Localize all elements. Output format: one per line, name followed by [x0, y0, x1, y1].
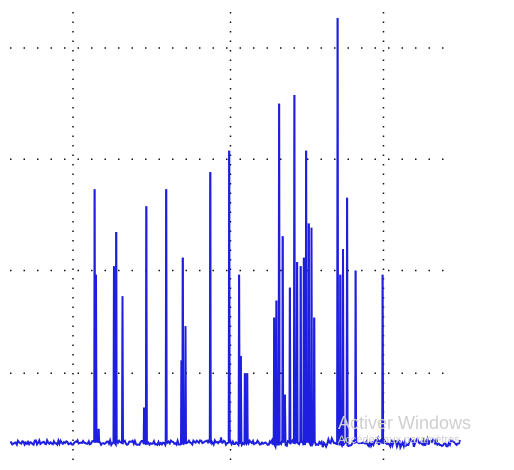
- watermark-title: Activer Windows: [338, 413, 472, 433]
- watermark-subtitle: Accédez aux paramètres: [338, 434, 460, 446]
- windows-activation-watermark: Activer Windows Accédez aux paramètres: [338, 414, 471, 446]
- signal-series: [9, 17, 461, 451]
